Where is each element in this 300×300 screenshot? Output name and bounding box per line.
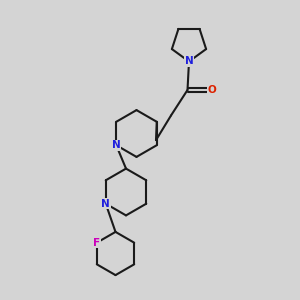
Text: N: N [101,199,110,209]
Text: N: N [184,56,194,67]
Text: N: N [112,140,121,150]
Text: O: O [207,85,216,95]
Text: F: F [93,238,100,248]
